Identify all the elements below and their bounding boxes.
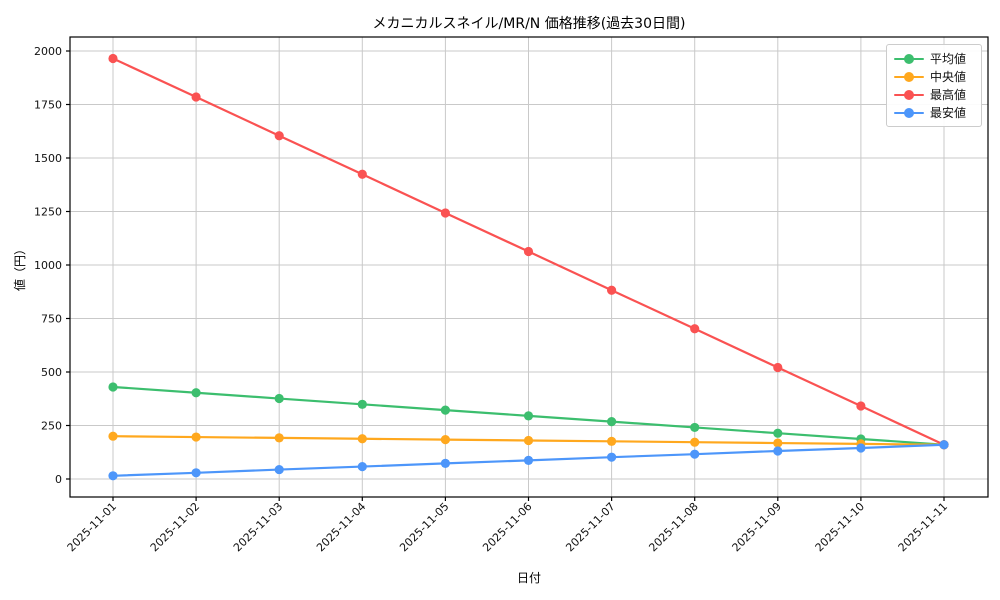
- series-marker-median: [108, 431, 118, 441]
- x-tick-label: 2025-11-01: [65, 500, 119, 554]
- y-tick-label: 1250: [34, 206, 62, 219]
- series-marker-average: [357, 399, 367, 409]
- y-tick-label: 500: [41, 366, 62, 379]
- legend-label-max: 最高値: [930, 88, 967, 102]
- series-marker-median: [274, 433, 284, 443]
- series-marker-median: [191, 432, 201, 442]
- legend-label-min: 最安値: [930, 106, 967, 120]
- x-tick-label: 2025-11-02: [148, 500, 202, 554]
- series-marker-average: [191, 388, 201, 398]
- series-marker-average: [274, 393, 284, 404]
- legend-line-icon: [894, 107, 924, 119]
- series-marker-average: [690, 422, 700, 433]
- x-axis-label: 日付: [516, 571, 541, 585]
- series-marker-median: [523, 435, 534, 446]
- series-marker-max: [856, 401, 866, 411]
- x-tick-label: 2025-11-10: [813, 500, 867, 554]
- series-marker-min: [773, 446, 783, 456]
- x-tick-label: 2025-11-11: [896, 500, 950, 554]
- legend-item-max: 最高値: [894, 86, 974, 104]
- series-marker-min: [523, 455, 534, 465]
- legend-item-min: 最安値: [894, 104, 974, 122]
- series-marker-min: [108, 471, 118, 481]
- series-marker-average: [523, 411, 534, 421]
- y-tick-label: 0: [55, 473, 62, 486]
- series-marker-min: [191, 468, 201, 478]
- series-marker-average: [773, 428, 783, 438]
- series-marker-median: [690, 437, 700, 447]
- legend-line-icon: [894, 89, 924, 101]
- series-marker-median: [357, 434, 367, 444]
- x-tick-label: 2025-11-03: [231, 500, 285, 554]
- x-tick-label: 2025-11-07: [563, 500, 617, 554]
- y-tick-label: 2000: [34, 45, 62, 58]
- chart-legend: 平均値中央値最高値最安値: [886, 44, 982, 127]
- x-tick-label: 2025-11-05: [397, 500, 451, 554]
- legend-item-average: 平均値: [894, 50, 974, 68]
- x-tick-label: 2025-11-06: [480, 500, 534, 554]
- legend-label-median: 中央値: [930, 70, 967, 84]
- legend-line-icon: [894, 71, 924, 83]
- chart-title: メカニカルスネイル/MR/N 価格推移(過去30日間): [372, 16, 686, 32]
- series-marker-min: [856, 443, 866, 453]
- series-marker-min: [357, 461, 367, 472]
- x-tick-label: 2025-11-09: [730, 500, 784, 554]
- y-tick-label: 1750: [34, 99, 62, 112]
- y-axis-label: 値（円）: [13, 243, 27, 292]
- series-marker-max: [773, 362, 783, 373]
- series-marker-median: [607, 436, 617, 446]
- x-tick-label: 2025-11-08: [646, 500, 700, 554]
- series-marker-max: [690, 324, 700, 334]
- series-marker-average: [108, 382, 118, 392]
- y-tick-label: 750: [41, 313, 62, 326]
- series-marker-max: [357, 169, 367, 179]
- y-tick-label: 1500: [34, 152, 62, 165]
- legend-item-median: 中央値: [894, 68, 974, 86]
- series-marker-min: [607, 452, 617, 462]
- series-marker-max: [274, 131, 284, 141]
- y-tick-label: 1000: [34, 259, 62, 272]
- series-marker-max: [108, 53, 118, 64]
- series-marker-median: [440, 435, 450, 445]
- series-marker-min: [690, 449, 700, 459]
- y-tick-label: 250: [41, 420, 62, 433]
- series-marker-average: [607, 417, 617, 427]
- series-marker-min: [274, 464, 284, 475]
- series-marker-average: [440, 405, 450, 415]
- series-marker-max: [440, 208, 450, 218]
- series-marker-max: [191, 92, 201, 102]
- series-marker-max: [523, 246, 534, 257]
- series-marker-median: [773, 438, 783, 448]
- legend-line-icon: [894, 53, 924, 65]
- series-marker-max: [607, 285, 617, 295]
- legend-label-average: 平均値: [930, 52, 967, 66]
- x-tick-label: 2025-11-04: [314, 500, 368, 554]
- series-marker-min: [440, 458, 450, 468]
- series-marker-min: [939, 440, 949, 450]
